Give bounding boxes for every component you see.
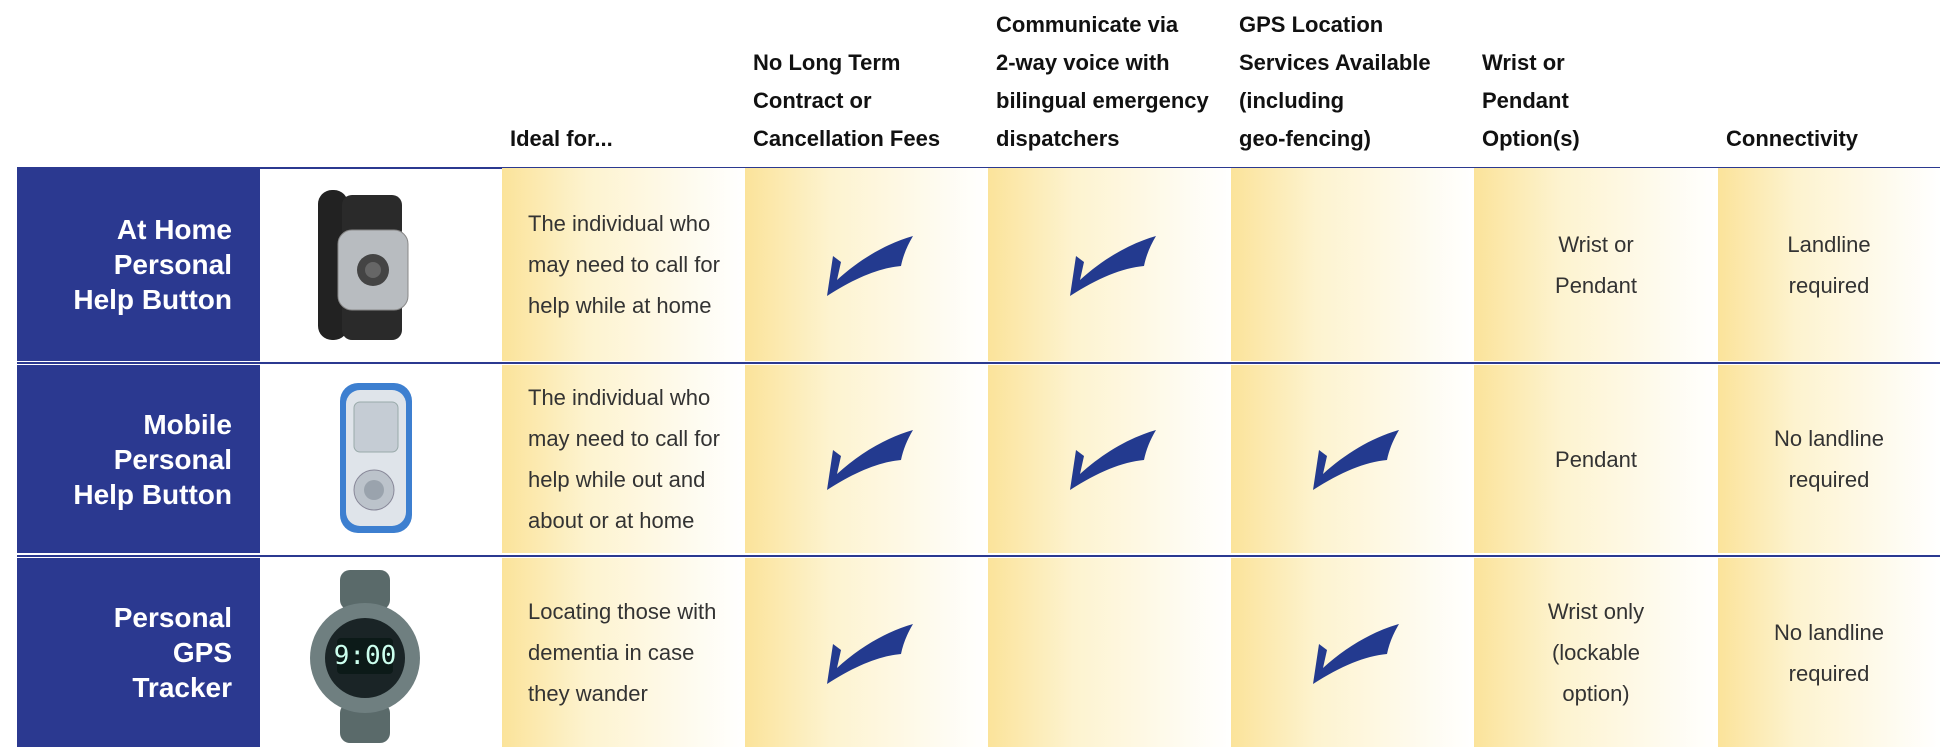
header-line: Connectivity <box>1726 126 1859 151</box>
column-header: Communicate via 2-way voice with bilingual… <box>988 0 1231 162</box>
ideal-cell: The individual who may need to call for he… <box>502 168 745 361</box>
checkmark <box>826 235 913 296</box>
row-label: Mobile Personal Help Button <box>17 365 260 553</box>
ideal-cell: The individual who may need to call for he… <box>502 365 745 553</box>
column-header: No Long Term Contract or Cancellation Fees <box>745 0 988 162</box>
feature-cell <box>745 558 988 747</box>
checkmark <box>826 430 913 490</box>
cell-line: may need to call for <box>528 252 720 277</box>
feature-cell <box>988 365 1231 553</box>
cell-line: required <box>1788 660 1870 686</box>
device-image <box>318 190 409 340</box>
row-label-line: Personal <box>113 443 232 475</box>
cell-line: Landline <box>1787 231 1871 257</box>
header-line: Contract or <box>753 88 872 113</box>
cell-line: Pendant <box>1555 446 1637 472</box>
device-image: 9:00 <box>310 570 420 743</box>
cell-line: may need to call for <box>528 426 720 451</box>
svg-text:9:00: 9:00 <box>334 641 397 671</box>
cell-line: about or at home <box>528 508 695 533</box>
header-line: Communicate via <box>996 12 1179 37</box>
row-label-line: Personal <box>113 249 232 280</box>
feature-cell <box>745 168 988 361</box>
cell-line: Pendant <box>1555 272 1637 298</box>
feature-cell <box>988 558 1231 747</box>
wear-cell: Wrist only (lockable option) <box>1474 558 1718 747</box>
checkmark <box>1069 235 1156 296</box>
connectivity-cell: No landline required <box>1718 558 1940 747</box>
cell-line: required <box>1788 272 1870 298</box>
feature-cell <box>1231 558 1474 747</box>
row-rule <box>17 555 1940 557</box>
row-label-line: Help Button <box>73 478 232 510</box>
cell-line: they wander <box>528 681 648 706</box>
connectivity-cell: No landline required <box>1718 365 1940 553</box>
cell-line: help while at home <box>528 293 712 318</box>
header-line: geo-fencing) <box>1239 126 1371 151</box>
header-line: No Long Term <box>753 50 901 75</box>
row-rule <box>17 362 1940 364</box>
cell-line: No landline <box>1773 619 1885 645</box>
feature-cell <box>1231 365 1474 553</box>
column-header: Ideal for... <box>502 0 745 162</box>
connectivity-cell: Landline required <box>1718 168 1940 361</box>
cell-line: Locating those with <box>528 599 717 624</box>
cell-line: No landline <box>1773 426 1885 451</box>
cell-line: help while out and <box>528 467 706 492</box>
feature-cell <box>988 168 1231 361</box>
cell-line: dementia in case <box>528 640 695 665</box>
column-header: GPS Location Services Available (including… <box>1231 0 1474 162</box>
cell-line: The individual who <box>528 385 711 410</box>
ideal-cell: Locating those with dementia in case they … <box>502 558 745 747</box>
column-header: Wrist or Pendant Option(s) <box>1474 0 1718 162</box>
header-line: Wrist or <box>1482 50 1565 75</box>
row-label-line: At Home <box>116 214 232 245</box>
cell-line: Wrist or <box>1558 231 1634 257</box>
wear-cell: Pendant <box>1474 365 1718 553</box>
header-line: Pendant <box>1482 88 1569 113</box>
row-label-line: Help Button <box>73 284 232 315</box>
header-line: dispatchers <box>996 126 1120 151</box>
cell-line: (lockable <box>1551 640 1641 665</box>
device-image <box>340 383 412 533</box>
header-line: Cancellation Fees <box>753 126 941 151</box>
header-line: bilingual emergency <box>996 88 1209 113</box>
feature-cell <box>1231 168 1474 361</box>
checkmark <box>1069 430 1156 490</box>
feature-cell <box>745 365 988 553</box>
row-label: At Home Personal Help Button <box>17 168 260 361</box>
row-label-line: Mobile <box>143 408 232 440</box>
checkmark <box>1312 430 1399 490</box>
wear-cell: Wrist or Pendant <box>1474 168 1718 361</box>
cell-line: Wrist only <box>1547 599 1645 624</box>
header-line: Ideal for... <box>510 126 613 151</box>
row-label-line: Tracker <box>132 672 232 703</box>
header-line: (including <box>1239 88 1345 113</box>
header-line: GPS Location <box>1239 12 1384 37</box>
row-label-line: GPS <box>172 637 232 668</box>
header-line: Option(s) <box>1482 126 1580 151</box>
cell-line: The individual who <box>528 211 711 236</box>
checkmark <box>1312 623 1399 684</box>
header-line: Services Available <box>1239 50 1431 75</box>
cell-line: required <box>1788 467 1870 492</box>
column-header: Connectivity <box>1718 0 1940 162</box>
header-line: 2-way voice with <box>996 50 1170 75</box>
checkmark <box>826 623 913 684</box>
row-label: Personal GPS Tracker <box>17 558 260 747</box>
row-label-line: Personal <box>113 602 232 633</box>
cell-line: option) <box>1562 681 1630 706</box>
